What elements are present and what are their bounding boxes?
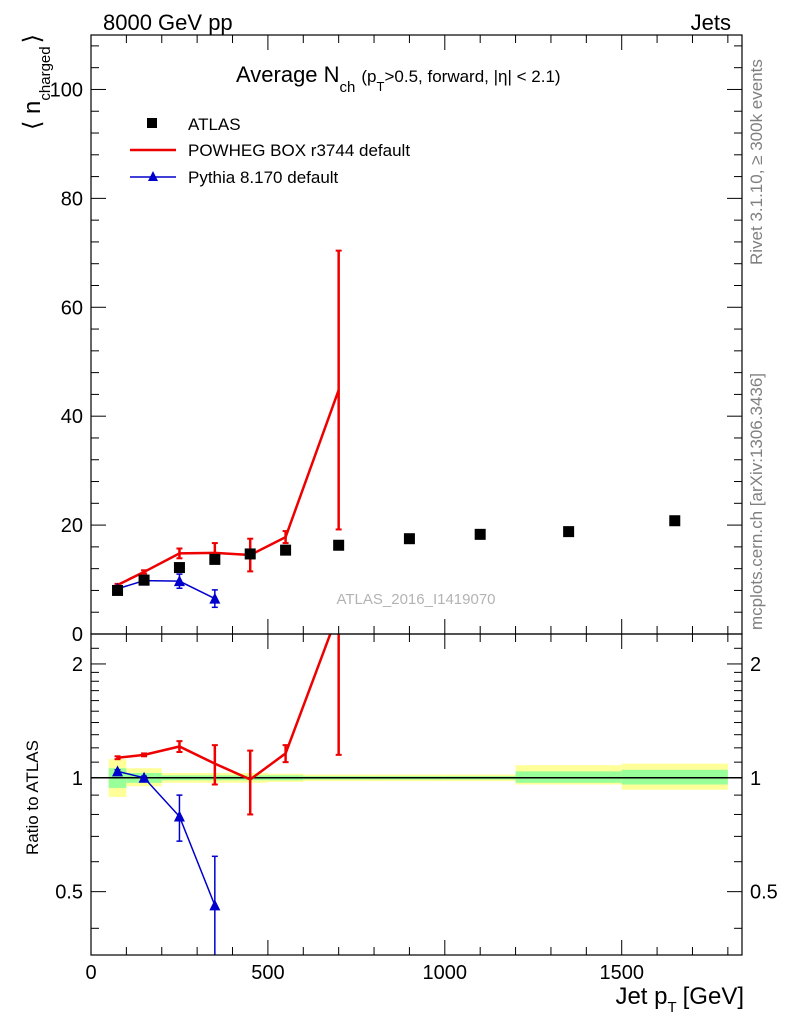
process-label: Jets — [691, 10, 731, 35]
main-ytick-label: 80 — [61, 188, 83, 210]
ratio-panel: Ratio to ATLAS 0.5 0.5 1 1 2 2 0 500 1000 1500 Je… — [23, 633, 778, 1016]
xlabel-main: Jet p — [615, 983, 667, 1010]
atlas-point — [244, 548, 256, 560]
main-ytick-label: 0 — [72, 624, 83, 646]
x-tick-label: 1000 — [423, 962, 468, 984]
ratio-ytick-label-left: 1 — [72, 768, 83, 790]
legend-label-powheg: POWHEG BOX r3744 default — [188, 141, 410, 160]
x-tick-label: 0 — [85, 962, 96, 984]
ratio-ytick-label-right: 2 — [750, 654, 761, 676]
pythia-ratio-point — [173, 810, 185, 822]
pythia-ratio-point — [112, 765, 124, 777]
title-detail-pre: (p — [361, 67, 376, 86]
main-ylabel-sub: charged — [37, 46, 54, 100]
powheg-line — [116, 389, 340, 587]
rivet-label: Rivet 3.1.10, ≥ 300k events — [747, 59, 766, 265]
main-ytick-label: 40 — [61, 406, 83, 428]
title-main: Average N — [236, 62, 340, 87]
atlas-point — [112, 584, 124, 596]
atlas-point — [333, 539, 345, 551]
main-ytick-label: 20 — [61, 515, 83, 537]
ratio-ytick-label-right: 0.5 — [750, 882, 778, 904]
main-ylabel: ⟨ ncharged ⟩ — [19, 34, 54, 130]
xlabel-sub: T — [667, 999, 676, 1016]
pythia-ratio-point — [138, 771, 150, 783]
pythia-point — [173, 575, 185, 587]
pythia-line — [117, 579, 216, 600]
pythia-point — [209, 592, 221, 604]
main-ytick-label: 60 — [61, 297, 83, 319]
legend-marker-pythia — [148, 171, 158, 181]
atlas-point — [138, 574, 150, 586]
xlabel-unit: [GeV] — [683, 983, 744, 1010]
legend-label-atlas: ATLAS — [188, 115, 241, 134]
pythia-ratio-point — [209, 899, 221, 911]
atlas-point — [280, 544, 292, 556]
chart-title: Average Nch (pT>0.5, forward, |η| < 2.1) — [236, 62, 561, 96]
legend-label-pythia: Pythia 8.170 default — [188, 168, 339, 187]
title-detail-sub: T — [377, 79, 385, 94]
atlas-point — [209, 553, 221, 565]
legend-marker-atlas — [147, 118, 157, 128]
collision-label: 8000 GeV pp — [103, 10, 233, 35]
main-ytick-label: 100 — [50, 79, 83, 101]
atlas-point — [669, 515, 681, 527]
mcplots-label: mcplots.cern.ch [arXiv:1306.3436] — [747, 373, 766, 630]
title-main-sub: ch — [340, 79, 356, 96]
ratio-ylabel: Ratio to ATLAS — [23, 740, 42, 855]
x-tick-label: 1500 — [599, 962, 644, 984]
main-panel: ⟨ ncharged ⟩ Average Nch (pT>0.5, forward,… — [19, 34, 743, 646]
ratio-ytick-label-left: 0.5 — [55, 882, 83, 904]
legend: ATLAS POWHEG BOX r3744 default Pythia 8.… — [130, 115, 410, 187]
ratio-ytick-label-right: 1 — [750, 768, 761, 790]
atlas-point — [474, 528, 486, 540]
powheg-ratio-line — [117, 634, 332, 781]
title-detail-post: >0.5, forward, |η| < 2.1) — [384, 67, 560, 86]
x-axis-label: Jet pT [GeV] — [615, 983, 744, 1016]
ratio-series-group — [112, 634, 342, 955]
main-ylabel-text: ⟨ ncharged ⟩ — [19, 34, 54, 130]
atlas-point — [563, 526, 575, 538]
pythia-ratio-line — [117, 770, 216, 906]
atlas-point — [403, 533, 415, 545]
atlas-point — [173, 562, 185, 574]
x-tick-label: 500 — [251, 962, 284, 984]
main-ylabel-main: ⟨ n — [19, 101, 46, 130]
ratio-frame — [90, 633, 743, 956]
analysis-watermark: ATLAS_2016_I1419070 — [336, 591, 495, 608]
main-ylabel-close: ⟩ — [19, 34, 46, 43]
ratio-ytick-label-left: 2 — [72, 654, 83, 676]
